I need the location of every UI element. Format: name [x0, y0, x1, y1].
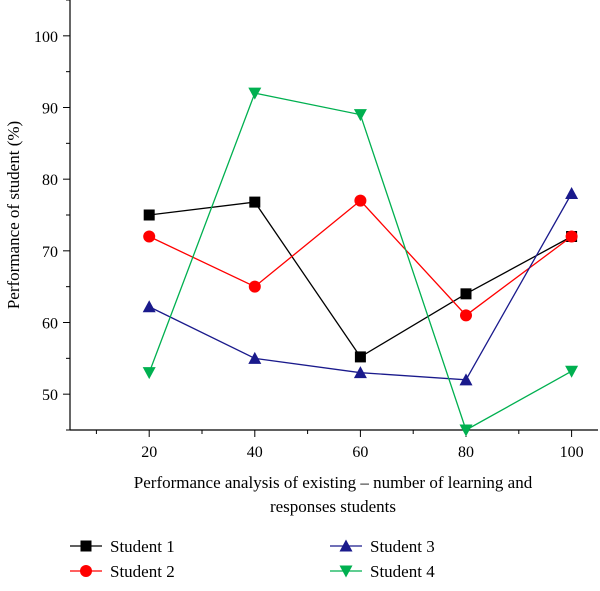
series-4: [142, 87, 579, 437]
legend-label: Student 2: [110, 562, 175, 581]
y-tick-label: 70: [42, 244, 58, 261]
legend-label: Student 4: [370, 562, 435, 581]
series-2-point: [460, 309, 472, 322]
legend-item-1: Student 1: [70, 537, 175, 556]
series-2-line: [148, 199, 572, 317]
x-tick-label: 40: [247, 444, 263, 461]
series-1-point: [249, 196, 261, 208]
y-tick-label: 100: [34, 29, 58, 46]
legend-marker: [339, 539, 353, 552]
plot-area: [142, 87, 579, 437]
legend-item-4: Student 4: [330, 562, 435, 581]
legend-marker: [80, 540, 92, 552]
series-2: [143, 194, 578, 322]
series-1-point: [143, 209, 155, 221]
x-tick-label: 60: [352, 444, 368, 461]
y-tick-label: 60: [42, 316, 58, 333]
series-1-point: [354, 351, 366, 363]
series-3-point: [248, 351, 262, 364]
legend-label: Student 1: [110, 537, 175, 556]
series-4-point: [248, 87, 262, 100]
series-4-line: [148, 92, 572, 431]
x-tick-label: 100: [560, 444, 584, 461]
series-4-point: [353, 109, 367, 122]
series-1: [143, 196, 578, 363]
x-axis-label-line-2: responses students: [270, 497, 396, 516]
y-tick-label: 80: [42, 172, 58, 189]
series-2-point: [565, 230, 578, 243]
ticks: 50 60 70 80 90 100 20 40 60 80 100: [34, 0, 584, 461]
x-tick-label: 20: [141, 444, 157, 461]
legend-marker: [80, 565, 92, 577]
legend: Student 1 Student 2 Student 3 Student 4: [70, 537, 435, 581]
series-2-point: [143, 230, 156, 243]
x-axis-label-line-1: Performance analysis of existing – numbe…: [134, 473, 533, 492]
legend-marker: [339, 565, 353, 578]
series-4-point: [142, 367, 156, 380]
series-4-point: [459, 424, 473, 437]
series-3: [142, 187, 579, 386]
legend-item-2: Student 2: [70, 562, 175, 581]
series-2-point: [248, 280, 261, 293]
legend-label: Student 3: [370, 537, 435, 556]
y-tick-label: 50: [42, 387, 58, 404]
series-3-point: [459, 373, 473, 386]
y-tick-label: 90: [42, 101, 58, 118]
series-1-line: [149, 201, 572, 358]
legend-item-3: Student 3: [330, 537, 435, 556]
series-4-point: [565, 365, 579, 378]
x-tick-label: 80: [458, 444, 474, 461]
series-3-point: [142, 300, 156, 313]
series-1-point: [460, 288, 472, 300]
y-axis-label: Performance of student (%): [4, 121, 23, 309]
series-2-point: [354, 194, 367, 207]
series-3-point: [565, 187, 579, 199]
series-3-point: [353, 366, 367, 379]
